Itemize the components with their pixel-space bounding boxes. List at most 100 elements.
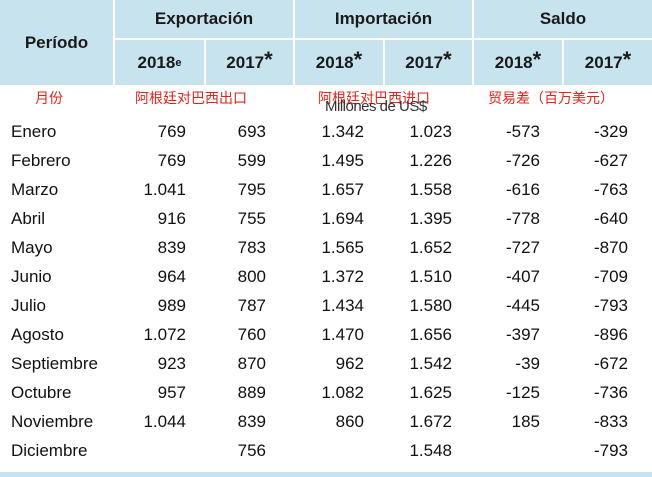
cell-value: 1.372 [321, 267, 364, 286]
cell-value: -763 [593, 180, 628, 199]
cell-value: -640 [593, 209, 628, 228]
cell-value: -125 [505, 383, 540, 402]
year: 2018 [137, 52, 176, 72]
cell-value: 916 [157, 209, 186, 228]
cell-value: -445 [505, 296, 540, 315]
cell-value: -793 [593, 296, 628, 315]
cell-value: 1.652 [409, 238, 452, 257]
year-mark: * [532, 46, 542, 72]
month-label: Diciembre [11, 441, 88, 460]
year-mark: * [353, 46, 363, 72]
cell-value: 800 [237, 267, 266, 286]
cell-value: 1.558 [409, 180, 452, 199]
cell-value: 693 [237, 122, 266, 141]
cell-value: -397 [505, 325, 540, 344]
cell-value: 1.694 [321, 209, 364, 228]
cell-value: -39 [515, 354, 540, 373]
cell-value: 760 [237, 325, 266, 344]
cell-value: 964 [157, 267, 186, 286]
month-label: Enero [11, 122, 57, 141]
cell-value: -727 [505, 238, 540, 257]
cell-value: 860 [335, 412, 364, 431]
cell-value: 1.510 [409, 267, 452, 286]
cell-value: 1.041 [143, 180, 186, 199]
cell-value: 1.672 [409, 412, 452, 431]
cell-value: 1.580 [409, 296, 452, 315]
cell-value: 962 [335, 354, 364, 373]
year-header: 2018 * [474, 40, 562, 85]
cell-value: 1.470 [321, 325, 364, 344]
cell-value: 1.656 [409, 325, 452, 344]
cell-value: -573 [505, 122, 540, 141]
cell-value: -870 [593, 238, 628, 257]
cell-value: 1.657 [321, 180, 364, 199]
month-label: Septiembre [11, 354, 98, 373]
cell-value: 787 [237, 296, 266, 315]
cell-value: -726 [505, 151, 540, 170]
year: 2018 [315, 52, 354, 72]
month-label: Junio [11, 267, 52, 286]
cell-value: 923 [157, 354, 186, 373]
cell-value: 185 [511, 412, 540, 431]
cell-value: -627 [593, 151, 628, 170]
cell-value: -616 [505, 180, 540, 199]
group-header: Saldo [474, 0, 652, 38]
cell-value: 1.434 [321, 296, 364, 315]
year-header: 2018 * [295, 40, 383, 85]
cell-value: -778 [505, 209, 540, 228]
annotation: 贸易差（百万美元） [488, 90, 614, 106]
cell-value: -833 [593, 412, 628, 431]
year-mark: * [622, 46, 632, 72]
cell-value: -736 [593, 383, 628, 402]
year-header: 2017 * [206, 40, 293, 85]
annotation: 月份 [35, 90, 63, 106]
month-label: Marzo [11, 180, 59, 199]
year-header: 2017 * [564, 40, 652, 85]
cell-value: 839 [237, 412, 266, 431]
group-header: Importación [295, 0, 472, 38]
cell-value: 1.023 [409, 122, 452, 141]
cell-value: 769 [157, 122, 186, 141]
cell-value: 989 [157, 296, 186, 315]
year: 2017 [584, 52, 623, 72]
cell-value: 769 [157, 151, 186, 170]
month-label: Abril [11, 209, 46, 228]
cell-value: 599 [237, 151, 266, 170]
cell-value: 1.082 [321, 383, 364, 402]
cell-value: 889 [237, 383, 266, 402]
cell-value: 1.072 [143, 325, 186, 344]
month-label: Agosto [11, 325, 64, 344]
year-mark: * [264, 46, 273, 72]
month-label: Octubre [11, 383, 72, 402]
cell-value: 756 [237, 441, 266, 460]
cell-value: 755 [237, 209, 266, 228]
cell-value: 957 [157, 383, 186, 402]
cell-value: 839 [157, 238, 186, 257]
cell-value: -709 [593, 267, 628, 286]
group-header: Exportación [115, 0, 293, 38]
year-header: 2017 * [385, 40, 472, 85]
cell-value: 1.226 [409, 151, 452, 170]
month-label: Noviembre [11, 412, 94, 431]
cell-value: 1.044 [143, 412, 186, 431]
cell-value: -672 [593, 354, 628, 373]
cell-value: -896 [593, 325, 628, 344]
month-label: Julio [11, 296, 46, 315]
period-header: Período [0, 0, 113, 85]
cell-value: 1.395 [409, 209, 452, 228]
cell-value: 783 [237, 238, 266, 257]
year: 2018 [494, 52, 533, 72]
annotation: 阿根廷对巴西出口 [135, 90, 247, 106]
year: 2017 [226, 52, 265, 72]
cell-value: -407 [505, 267, 540, 286]
cell-value: 795 [237, 180, 266, 199]
cell-value: 1.565 [321, 238, 364, 257]
units-label: Millones de US$ [325, 98, 427, 115]
cell-value: 1.625 [409, 383, 452, 402]
cell-value: 1.495 [321, 151, 364, 170]
cell-value: 1.342 [321, 122, 364, 141]
annotation: 阿根廷对巴西进口 [318, 90, 430, 106]
month-label: Mayo [11, 238, 53, 257]
bottom-rule [0, 472, 652, 477]
